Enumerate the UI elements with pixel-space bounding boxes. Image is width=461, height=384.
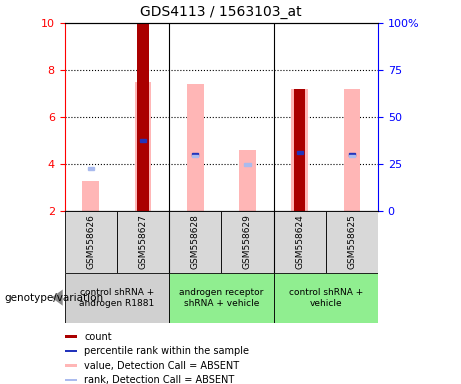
Bar (169, 273, 273, 323)
Bar (88, 167, 94, 170)
Bar (135, 82, 151, 211)
Bar (296, 151, 303, 154)
Text: GSM558627: GSM558627 (138, 215, 148, 269)
Bar (192, 153, 198, 156)
Bar (83, 180, 99, 211)
Bar (65, 336, 77, 338)
Polygon shape (52, 290, 63, 306)
Text: percentile rank within the sample: percentile rank within the sample (84, 346, 249, 356)
Text: GSM558626: GSM558626 (86, 215, 95, 269)
Bar (65, 364, 77, 367)
Bar (273, 211, 326, 273)
Bar (137, 23, 148, 211)
Bar (140, 139, 146, 142)
Text: count: count (84, 332, 112, 342)
Text: androgen receptor
shRNA + vehicle: androgen receptor shRNA + vehicle (179, 288, 264, 308)
Bar (65, 379, 77, 381)
Title: GDS4113 / 1563103_at: GDS4113 / 1563103_at (141, 5, 302, 19)
Bar (192, 154, 198, 157)
Bar (187, 84, 203, 211)
Text: GSM558625: GSM558625 (348, 215, 356, 269)
Text: GSM558628: GSM558628 (191, 215, 200, 269)
Bar (117, 211, 169, 273)
Bar (291, 89, 308, 211)
Bar (349, 154, 355, 157)
Bar (169, 211, 221, 273)
Bar (244, 163, 250, 166)
Bar (65, 211, 117, 273)
Bar (239, 150, 256, 211)
Bar (294, 89, 305, 211)
Text: GSM558624: GSM558624 (295, 215, 304, 269)
Bar (221, 211, 273, 273)
Bar (65, 350, 77, 353)
Bar (65, 273, 169, 323)
Text: genotype/variation: genotype/variation (5, 293, 104, 303)
Bar (326, 211, 378, 273)
Bar (273, 273, 378, 323)
Text: control shRNA +
vehicle: control shRNA + vehicle (289, 288, 363, 308)
Text: rank, Detection Call = ABSENT: rank, Detection Call = ABSENT (84, 375, 235, 384)
Bar (343, 89, 360, 211)
Text: control shRNA +
androgen R1881: control shRNA + androgen R1881 (79, 288, 154, 308)
Text: value, Detection Call = ABSENT: value, Detection Call = ABSENT (84, 361, 240, 371)
Text: GSM558629: GSM558629 (243, 215, 252, 269)
Bar (349, 153, 355, 156)
